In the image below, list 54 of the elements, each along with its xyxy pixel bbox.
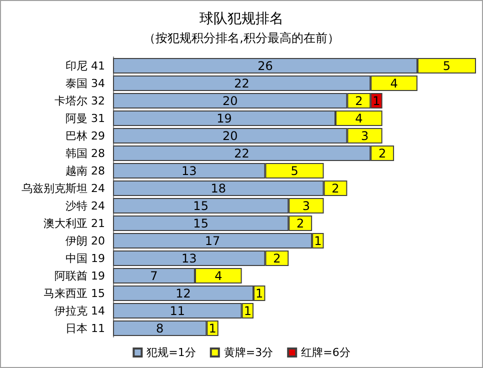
data-label: 2: [296, 216, 304, 230]
data-label: 5: [442, 58, 451, 73]
chart-subtitle: （按犯规积分排名,积分最高的在前）: [144, 31, 340, 45]
y-tick-label: 乌兹别克斯坦 24: [22, 182, 105, 195]
data-label: 8: [156, 321, 164, 336]
data-label: 26: [258, 58, 273, 73]
data-label: 17: [204, 234, 220, 248]
data-label: 3: [302, 198, 310, 213]
data-label: 11: [170, 304, 186, 318]
y-tick-label: 韩国 28: [66, 146, 105, 160]
y-tick-label: 日本 11: [66, 322, 105, 335]
data-label: 13: [181, 251, 197, 266]
data-label: 15: [193, 198, 208, 213]
data-label: 2: [273, 251, 281, 266]
data-label: 1: [244, 304, 252, 318]
data-label: 4: [214, 268, 222, 283]
y-tick-label: 卡塔尔 32: [54, 94, 105, 108]
y-tick-label: 阿曼 31: [66, 112, 105, 125]
data-label: 13: [181, 164, 197, 178]
data-label: 7: [150, 268, 158, 283]
y-tick-label: 泰国 34: [66, 76, 105, 90]
data-label: 2: [378, 146, 386, 160]
y-tick-label: 印尼 41: [66, 59, 105, 72]
data-label: 12: [176, 286, 191, 300]
data-label: 4: [390, 76, 398, 90]
y-tick-label: 沙特 24: [66, 199, 105, 212]
y-tick-label: 越南 28: [66, 164, 105, 178]
legend-label: 红牌=6分: [301, 346, 350, 359]
data-label: 2: [355, 94, 363, 108]
y-tick-label: 澳大利亚 21: [44, 216, 105, 230]
data-label: 1: [314, 234, 322, 248]
data-label: 1: [372, 94, 380, 108]
y-tick-label: 巴林 29: [66, 129, 105, 142]
data-label: 3: [360, 128, 369, 143]
data-label: 4: [355, 111, 363, 126]
data-label: 5: [290, 164, 298, 178]
legend-label: 犯规=1分: [146, 346, 196, 359]
data-label: 2: [332, 181, 340, 196]
data-label: 1: [256, 286, 264, 300]
y-tick-label: 马来西亚 15: [44, 286, 105, 300]
y-tick-label: 伊拉克 14: [54, 304, 105, 318]
y-tick-label: 中国 19: [66, 252, 105, 265]
y-tick-label: 阿联酋 19: [54, 269, 105, 282]
data-label: 19: [216, 111, 232, 126]
chart-title: 球队犯规排名: [200, 11, 284, 27]
y-tick-label: 伊朗 20: [66, 234, 105, 248]
data-label: 20: [222, 128, 238, 143]
legend-label: 黄牌=3分: [224, 346, 274, 359]
data-label: 20: [222, 94, 238, 108]
data-label: 22: [234, 146, 250, 160]
data-label: 18: [210, 181, 226, 196]
data-label: 22: [234, 76, 250, 90]
data-label: 15: [193, 216, 208, 230]
data-label: 1: [208, 321, 216, 336]
